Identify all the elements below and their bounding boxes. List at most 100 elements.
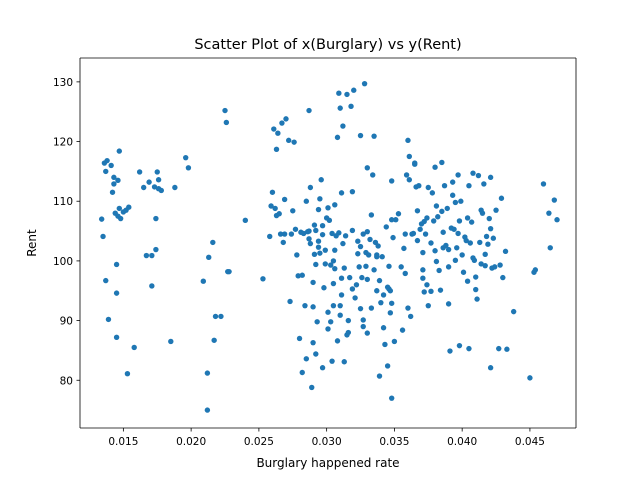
data-point [111, 174, 117, 181]
data-point [370, 172, 376, 178]
data-point [371, 267, 377, 273]
data-point [424, 215, 430, 221]
data-point [378, 299, 384, 306]
data-point [440, 229, 446, 235]
data-point [222, 107, 228, 114]
data-point [433, 203, 440, 209]
data-point [388, 178, 395, 184]
data-point [299, 272, 305, 278]
data-point [452, 257, 459, 264]
data-point [387, 288, 394, 294]
data-point [117, 215, 124, 222]
data-point [338, 190, 345, 196]
data-point [433, 258, 440, 265]
x-tick-label: 0.030 [312, 436, 342, 448]
data-point [281, 196, 288, 203]
data-point [260, 276, 266, 282]
data-point [364, 276, 370, 283]
data-point [105, 316, 112, 323]
data-point [275, 130, 281, 136]
data-point [357, 243, 364, 250]
data-point [420, 249, 426, 256]
data-point [317, 196, 323, 202]
data-point [445, 246, 452, 253]
data-point [432, 248, 438, 254]
x-tick-label: 0.035 [379, 436, 409, 448]
data-point [360, 323, 366, 330]
data-point [425, 302, 431, 309]
data-point [329, 230, 335, 237]
data-point [211, 337, 217, 343]
data-point [374, 288, 380, 294]
data-point [428, 288, 434, 295]
data-point [336, 90, 342, 96]
data-point [454, 245, 460, 251]
data-point [435, 214, 441, 220]
data-point [473, 274, 479, 280]
data-point [104, 157, 110, 164]
data-point [431, 218, 437, 224]
data-point [428, 240, 434, 246]
data-point [356, 264, 362, 270]
data-point [342, 233, 349, 239]
plot-area [80, 58, 576, 428]
data-point [379, 254, 385, 260]
data-point [475, 172, 482, 179]
data-point [286, 137, 292, 144]
data-point [349, 227, 356, 234]
data-point [267, 233, 273, 240]
data-point [410, 230, 417, 237]
data-point [322, 261, 328, 267]
data-point [405, 137, 411, 144]
data-point [498, 195, 505, 201]
data-point [449, 179, 456, 185]
data-point [391, 338, 398, 345]
data-point [403, 172, 410, 178]
data-point [306, 236, 312, 242]
x-tick-label: 0.020 [176, 436, 206, 448]
data-point [551, 197, 558, 203]
data-point [355, 251, 361, 257]
data-point [149, 252, 155, 259]
x-tick-label: 0.015 [108, 436, 138, 448]
data-point [383, 224, 389, 230]
data-point [113, 261, 120, 268]
data-point [140, 184, 147, 191]
data-point [414, 208, 421, 214]
data-point [113, 290, 120, 296]
data-point [473, 286, 479, 293]
data-point [382, 341, 388, 348]
data-point [283, 116, 289, 122]
data-point [439, 159, 445, 166]
data-point [402, 231, 408, 237]
data-point [349, 286, 356, 292]
data-point [313, 351, 319, 357]
data-point [467, 240, 473, 246]
data-point [359, 274, 365, 281]
data-point [153, 246, 159, 253]
data-point [306, 228, 312, 234]
data-point [445, 264, 452, 270]
data-point [496, 345, 502, 352]
data-point [108, 162, 114, 169]
data-point [291, 139, 297, 145]
data-point [349, 188, 356, 195]
data-point [315, 206, 322, 213]
data-point [314, 319, 320, 325]
data-point [153, 215, 159, 222]
data-point [98, 216, 105, 222]
data-point [425, 184, 431, 191]
data-point [376, 373, 383, 379]
data-point [368, 212, 375, 218]
axes-spines [79, 57, 577, 429]
y-tick-label: 90 [60, 316, 73, 328]
data-points [98, 80, 560, 413]
data-point [439, 208, 445, 215]
data-point [143, 252, 150, 259]
data-point [338, 275, 345, 281]
data-point [272, 205, 278, 212]
data-point [204, 407, 211, 413]
data-point [471, 257, 478, 264]
data-point [310, 279, 316, 286]
data-point [115, 177, 121, 184]
